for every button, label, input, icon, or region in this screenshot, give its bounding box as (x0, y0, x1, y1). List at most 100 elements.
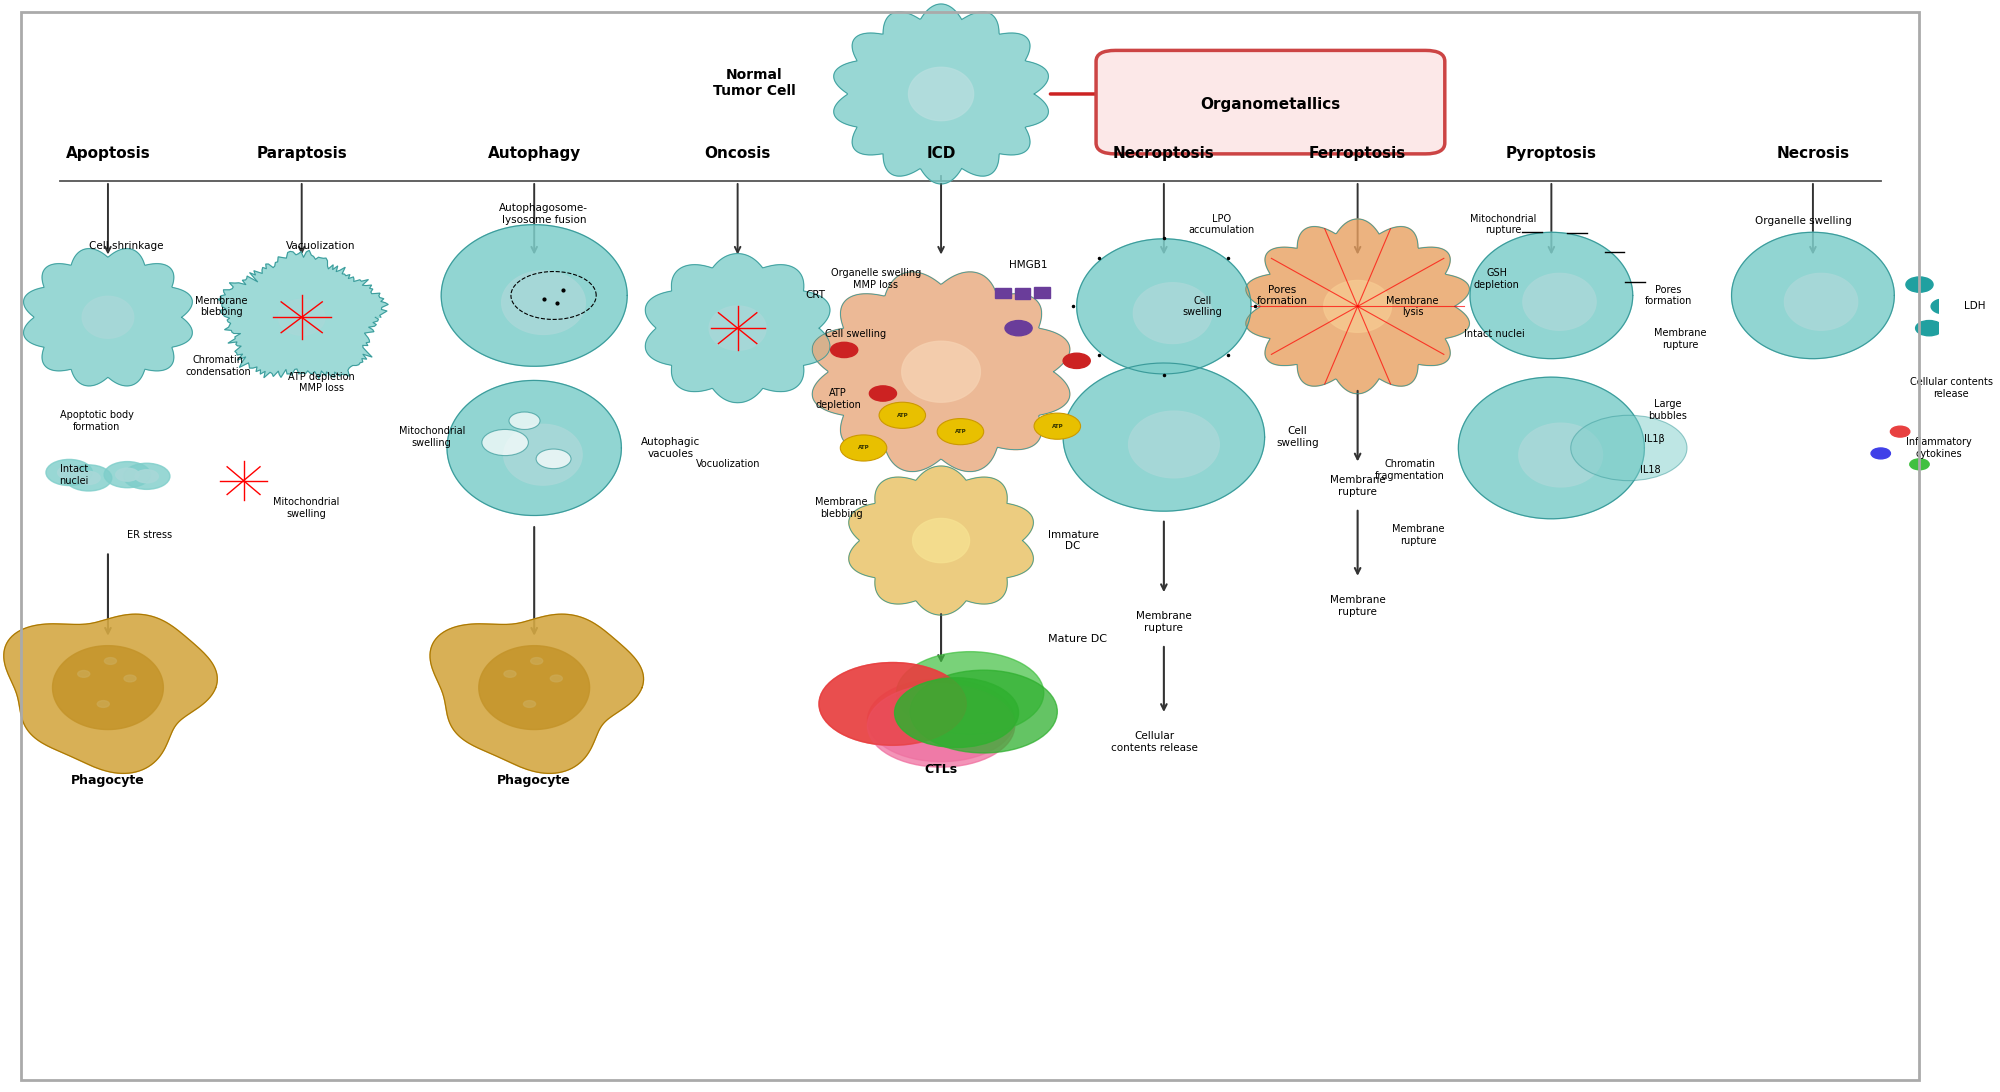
Polygon shape (82, 296, 134, 339)
Circle shape (830, 342, 858, 357)
Polygon shape (4, 614, 218, 773)
Text: Membrane
lysis: Membrane lysis (1386, 296, 1438, 317)
Circle shape (870, 385, 896, 401)
Circle shape (1872, 448, 1890, 459)
Text: Chromatin
condensation: Chromatin condensation (186, 356, 252, 377)
Polygon shape (24, 249, 192, 385)
Polygon shape (1470, 233, 1632, 358)
Polygon shape (1324, 281, 1392, 332)
Text: IL18: IL18 (1640, 465, 1662, 475)
Circle shape (510, 412, 540, 429)
Circle shape (894, 678, 1018, 748)
Text: Autophagic
vacuoles: Autophagic vacuoles (640, 437, 700, 459)
Text: Pyroptosis: Pyroptosis (1506, 146, 1596, 162)
Circle shape (820, 663, 966, 746)
Text: Necrosis: Necrosis (1776, 146, 1850, 162)
Text: Membrane
rupture: Membrane rupture (1330, 595, 1386, 617)
Polygon shape (52, 645, 164, 729)
Bar (1014, 288, 1030, 299)
Text: CRT: CRT (806, 290, 826, 300)
Text: Autophagy: Autophagy (488, 146, 580, 162)
Text: Large
bubbles: Large bubbles (1648, 399, 1688, 420)
Circle shape (78, 670, 90, 677)
Polygon shape (646, 253, 830, 403)
Circle shape (46, 460, 92, 486)
Polygon shape (430, 614, 644, 773)
Text: CTLs: CTLs (924, 763, 958, 775)
Circle shape (880, 402, 926, 428)
Polygon shape (448, 380, 622, 515)
Text: Autophagosome-
lysosome fusion: Autophagosome- lysosome fusion (500, 203, 588, 225)
Text: Membrane
rupture: Membrane rupture (1136, 612, 1192, 633)
Text: Apoptosis: Apoptosis (66, 146, 150, 162)
Polygon shape (1784, 273, 1858, 330)
Circle shape (910, 670, 1058, 753)
Text: Vacuolization: Vacuolization (286, 241, 356, 251)
Circle shape (1570, 415, 1686, 480)
Text: Necroptosis: Necroptosis (1112, 146, 1214, 162)
Circle shape (524, 701, 536, 708)
Text: ATP depletion
MMP loss: ATP depletion MMP loss (288, 371, 354, 393)
Circle shape (1034, 413, 1080, 439)
Polygon shape (710, 306, 766, 351)
Text: ATP: ATP (954, 429, 966, 435)
Circle shape (1064, 353, 1090, 368)
Text: Cellular contents
release: Cellular contents release (1910, 377, 1992, 399)
Circle shape (896, 652, 1044, 735)
Text: Chromatin
fragmentation: Chromatin fragmentation (1374, 459, 1444, 480)
Circle shape (550, 675, 562, 681)
Polygon shape (502, 271, 586, 334)
Circle shape (868, 679, 1014, 761)
Text: ATP: ATP (1052, 424, 1064, 429)
Text: LDH: LDH (1964, 301, 1986, 311)
Polygon shape (1134, 283, 1212, 344)
Text: Intact nuclei: Intact nuclei (1464, 329, 1524, 339)
Circle shape (1910, 459, 1930, 470)
Circle shape (104, 462, 150, 488)
Text: LPO
accumulation: LPO accumulation (1188, 214, 1256, 236)
Bar (1034, 287, 1050, 298)
Text: Organelle swelling: Organelle swelling (1754, 216, 1852, 226)
Circle shape (116, 468, 138, 482)
Polygon shape (848, 466, 1034, 615)
Polygon shape (902, 341, 980, 402)
Text: IL1β: IL1β (1644, 435, 1666, 444)
Circle shape (1916, 321, 1942, 335)
Circle shape (76, 472, 100, 485)
Text: Cell
swelling: Cell swelling (1182, 296, 1222, 317)
Text: Normal
Tumor Cell: Normal Tumor Cell (714, 68, 796, 98)
Circle shape (1906, 277, 1934, 293)
Circle shape (66, 465, 112, 491)
Text: Inflammatory
cytokines: Inflammatory cytokines (1906, 437, 1972, 459)
Circle shape (536, 449, 572, 468)
Circle shape (938, 418, 984, 444)
Bar (996, 287, 1010, 298)
Polygon shape (1246, 219, 1470, 394)
Polygon shape (1732, 233, 1894, 358)
Polygon shape (908, 68, 974, 120)
Text: Phagocyte: Phagocyte (498, 774, 572, 786)
Text: ICD: ICD (926, 146, 956, 162)
Text: Organometallics: Organometallics (1200, 97, 1340, 112)
Text: ATP: ATP (858, 446, 870, 451)
Text: Immature
DC: Immature DC (1048, 530, 1098, 551)
FancyBboxPatch shape (1096, 50, 1444, 154)
Polygon shape (1076, 239, 1252, 373)
Polygon shape (1064, 363, 1264, 511)
Text: Mitochondrial
rupture: Mitochondrial rupture (1470, 214, 1536, 236)
Text: Membrane
rupture: Membrane rupture (1330, 475, 1386, 497)
Text: Ferroptosis: Ferroptosis (1308, 146, 1406, 162)
Text: Mitochondrial
swelling: Mitochondrial swelling (398, 426, 464, 448)
Text: Cell shrinkage: Cell shrinkage (88, 241, 164, 251)
Text: Oncosis: Oncosis (704, 146, 770, 162)
Text: Mitochondrial
swelling: Mitochondrial swelling (272, 497, 340, 519)
Polygon shape (1128, 412, 1220, 478)
Text: Cell
swelling: Cell swelling (1276, 426, 1318, 448)
Text: Membrane
blebbing: Membrane blebbing (196, 296, 248, 317)
Polygon shape (1458, 377, 1644, 519)
Text: Organelle swelling
MMP loss: Organelle swelling MMP loss (830, 269, 920, 290)
Polygon shape (478, 645, 590, 729)
Polygon shape (442, 225, 628, 366)
Text: HMGB1: HMGB1 (1008, 260, 1048, 270)
Circle shape (504, 670, 516, 677)
